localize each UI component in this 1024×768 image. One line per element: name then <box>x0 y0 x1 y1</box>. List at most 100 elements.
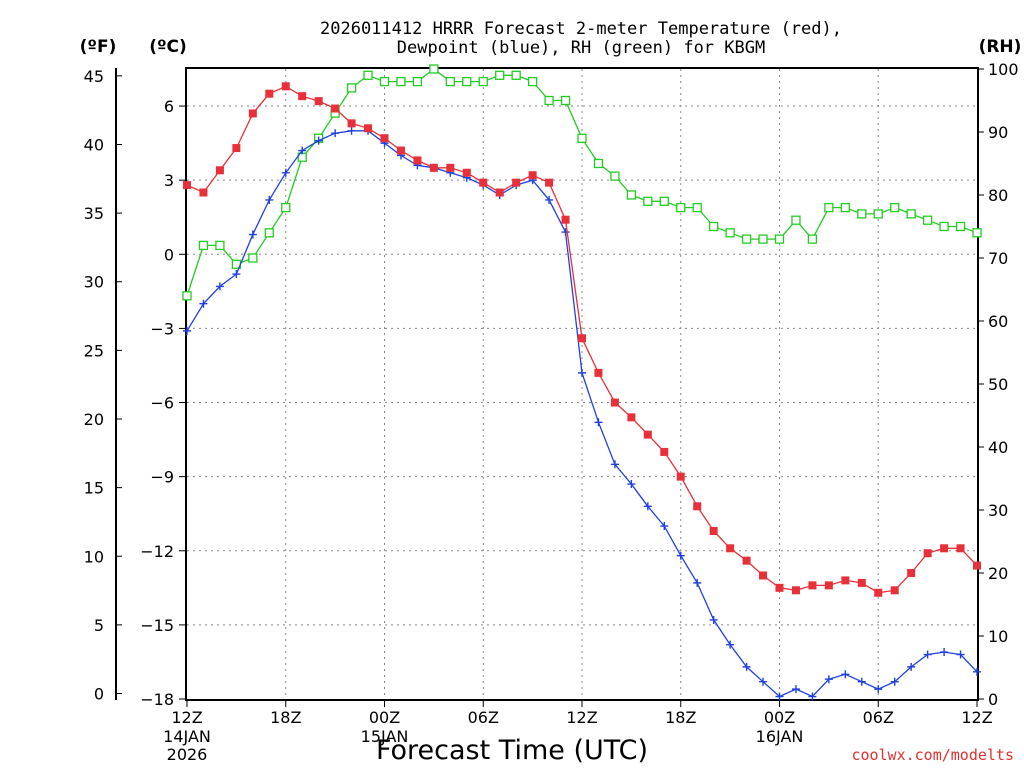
fahrenheit-tick-label: 5 <box>94 616 104 635</box>
rh-point <box>560 95 571 106</box>
temperature-point <box>857 578 866 587</box>
rh-point <box>922 215 933 225</box>
temperature-point <box>446 163 455 172</box>
rh-point <box>412 76 423 87</box>
rh-tick-label: 90 <box>988 123 1008 142</box>
time-tick-label: 18Z <box>270 708 301 727</box>
time-tick-label: 06Z <box>468 708 499 727</box>
right-unit-rh: (RH) <box>979 37 1022 57</box>
rh-point <box>807 234 818 244</box>
celsius-tick-label: −15 <box>140 616 174 635</box>
temperature-point <box>627 413 636 422</box>
dewpoint-point <box>693 578 702 587</box>
rh-point <box>396 76 406 87</box>
rh-point <box>248 253 258 263</box>
rh-point <box>692 202 702 213</box>
fahrenheit-axis: 0 5 10 15 20 25 30 35 40 45 <box>84 67 122 704</box>
dewpoint-point <box>183 326 191 335</box>
dewpoint-point <box>545 195 554 204</box>
temperature-point <box>660 447 669 456</box>
rh-tick-label: 20 <box>988 564 1008 583</box>
celsius-tick-label: −6 <box>150 394 174 413</box>
series-rh <box>182 64 982 301</box>
dewpoint-point <box>709 615 718 624</box>
dewpoint-point <box>956 650 965 659</box>
temperature-point <box>298 92 307 101</box>
time-tick-label: 18Z <box>665 708 696 727</box>
rh-point <box>972 228 982 238</box>
temperature-point <box>594 368 603 377</box>
temperature-point <box>265 89 274 98</box>
rh-tick-label: 80 <box>988 186 1008 205</box>
dewpoint-point <box>857 677 866 686</box>
temperature-point <box>775 583 784 592</box>
temperature-point <box>841 576 850 585</box>
dewpoint-point <box>726 640 735 649</box>
fahrenheit-tick-label: 10 <box>84 547 104 566</box>
dewpoint-point <box>742 662 751 671</box>
dewpoint-point <box>791 685 800 694</box>
rh-point <box>890 202 900 213</box>
temperature-point <box>561 215 570 224</box>
celsius-tick-label: 6 <box>164 97 174 116</box>
rh-point <box>363 70 373 80</box>
chart-title-line2: Dewpoint (blue), RH (green) for KBGM <box>397 38 765 58</box>
credit-text: coolwx.com/modelts <box>851 746 1014 764</box>
temperature-point <box>874 588 883 597</box>
rh-point <box>264 228 274 238</box>
temperature-point <box>495 188 504 197</box>
dewpoint-point <box>907 662 916 671</box>
rh-tick-label: 10 <box>988 627 1008 646</box>
rh-point <box>955 221 966 232</box>
temperature-point <box>462 168 471 177</box>
temperature-point <box>347 119 356 128</box>
dewpoint-point <box>594 418 603 427</box>
temperature-point <box>907 569 916 577</box>
dewpoint-point <box>199 299 208 308</box>
dewpoint-point <box>314 136 323 145</box>
dewpoint-point <box>973 667 981 676</box>
rh-point <box>906 209 916 219</box>
time-tick-date: 14JAN <box>163 727 211 746</box>
temperature-point <box>199 188 208 197</box>
celsius-tick-label: −12 <box>140 542 174 561</box>
temperature-point <box>248 109 257 118</box>
rh-point <box>939 221 949 232</box>
rh-axis: 0 10 20 30 40 50 60 70 80 90 100 <box>978 60 1019 709</box>
rh-point <box>281 202 291 213</box>
temperature-point <box>281 82 290 91</box>
celsius-tick-label: 0 <box>164 245 174 264</box>
rh-tick-label: 60 <box>988 312 1008 331</box>
dewpoint-point <box>660 522 669 531</box>
temperature-point <box>232 144 241 153</box>
dewpoint-point <box>923 650 932 659</box>
rh-point <box>758 234 768 244</box>
dewpoint-point <box>347 126 356 135</box>
fahrenheit-tick-label: 45 <box>84 67 104 86</box>
rh-tick-label: 70 <box>988 249 1008 268</box>
plot-frame <box>185 67 979 701</box>
time-tick-label: 00Z <box>369 708 400 727</box>
dewpoint-point <box>627 480 636 489</box>
temperature-point <box>890 586 899 595</box>
rh-point <box>593 158 604 169</box>
rh-point <box>824 202 834 213</box>
dewpoint-point <box>775 692 784 701</box>
series-temperature <box>183 82 981 597</box>
temperature-point <box>791 586 800 595</box>
temperature-point <box>528 171 537 180</box>
rh-point <box>429 64 439 74</box>
temperature-point <box>808 581 817 590</box>
temperature-point <box>973 561 981 570</box>
fahrenheit-tick-label: 35 <box>84 204 104 223</box>
dewpoint-point <box>265 195 274 204</box>
temperature-point <box>610 398 619 407</box>
dewpoint-point <box>610 460 619 469</box>
time-tick-label: 00Z <box>764 708 795 727</box>
temperature-point <box>709 527 718 535</box>
temperature-point <box>676 472 685 481</box>
rh-tick-label: 30 <box>988 501 1008 520</box>
temperature-point <box>215 166 224 175</box>
rh-point <box>840 202 850 213</box>
